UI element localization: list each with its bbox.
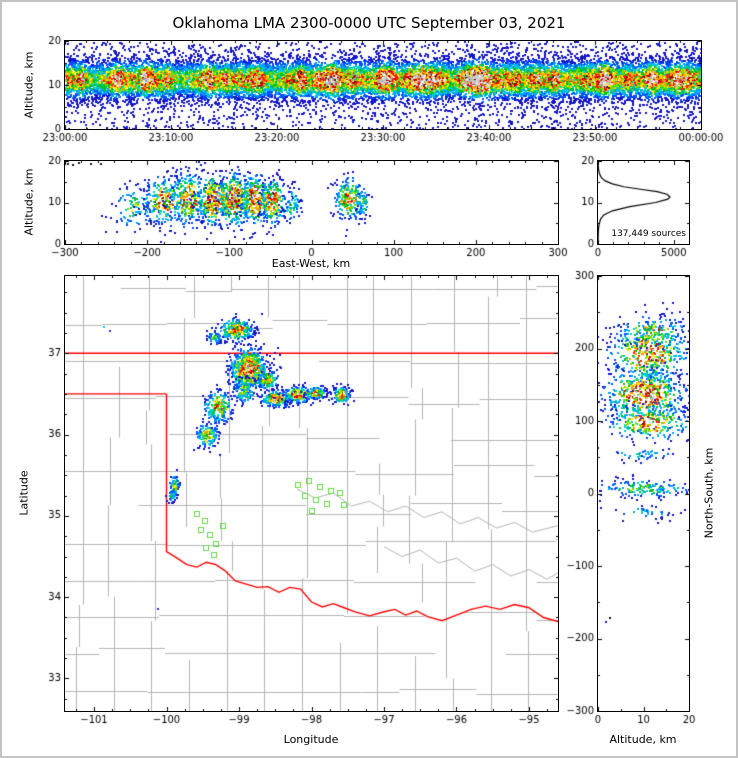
east-west-y-axis-label: Altitude, km: [22, 168, 36, 236]
north-south-height-canvas: [598, 276, 689, 711]
source-count-annotation: 137,449 sources: [611, 229, 686, 239]
plan-view-map-panel: [64, 275, 559, 712]
north-south-axis-label: North-South, km: [702, 447, 716, 539]
time-height-canvas: [65, 41, 701, 129]
latitude-axis-label: Latitude: [17, 470, 31, 516]
east-west-height-panel: [64, 160, 559, 245]
longitude-axis-label: Longitude: [283, 733, 339, 746]
east-west-height-canvas: [65, 161, 558, 244]
east-west-x-axis-label: East-West, km: [271, 257, 351, 270]
ns-panel-x-axis-label: Altitude, km: [609, 733, 677, 746]
figure-title: Oklahoma LMA 2300-0000 UTC September 03,…: [172, 14, 566, 32]
plan-view-map-canvas: [65, 276, 558, 711]
north-south-height-panel: [597, 275, 690, 712]
time-height-y-axis-label: Altitude, km: [22, 51, 36, 119]
time-height-panel: [64, 40, 702, 130]
